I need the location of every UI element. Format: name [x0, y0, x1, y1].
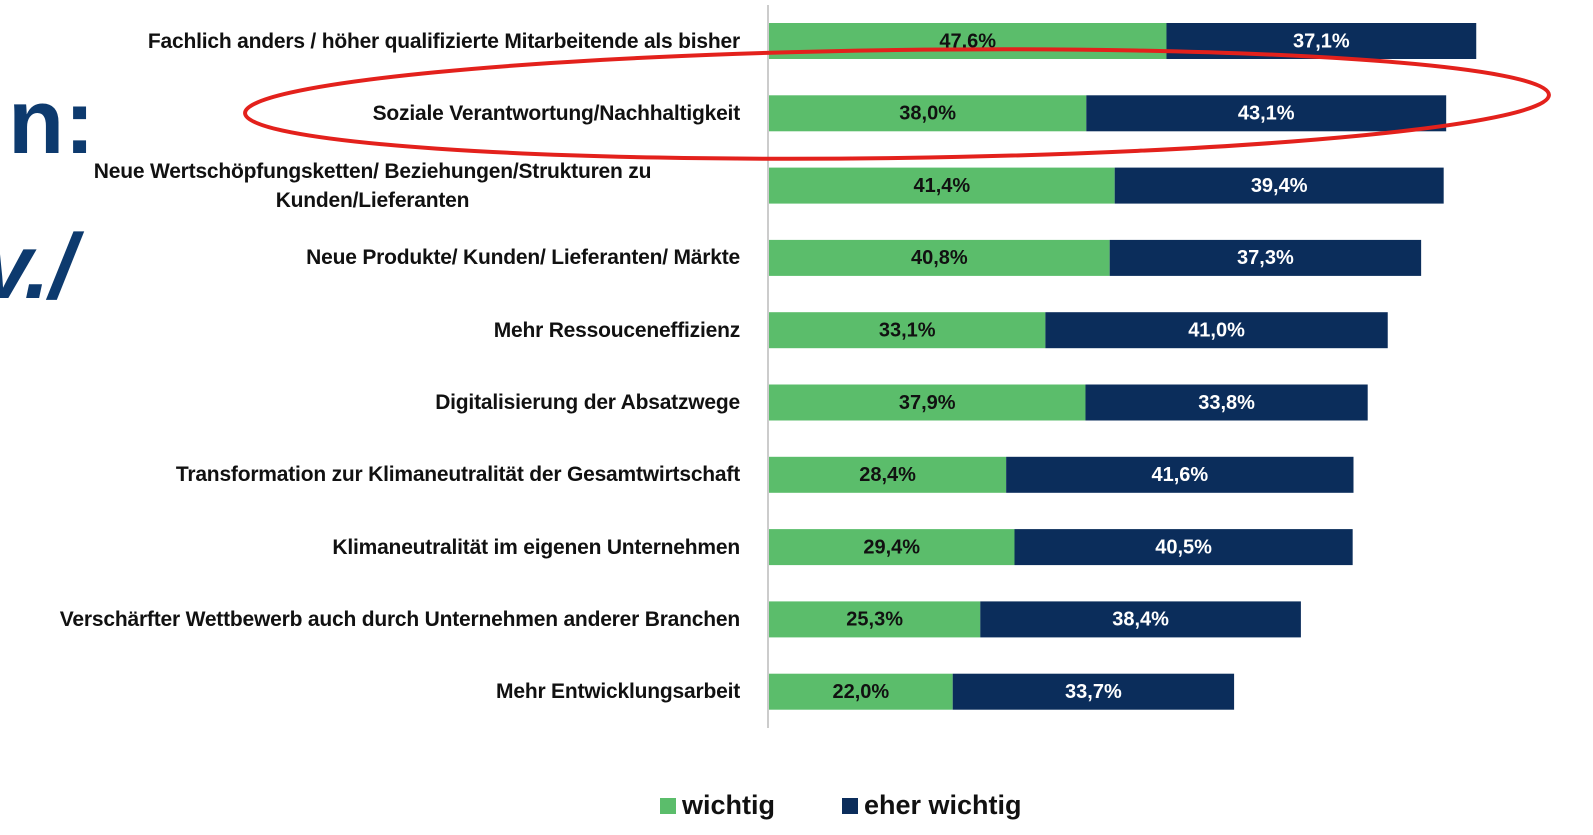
value-label: 40,5%: [1155, 536, 1212, 558]
value-label: 28,4%: [859, 464, 916, 486]
legend-item: wichtig: [660, 790, 775, 821]
bar-segment: [1014, 529, 1353, 566]
category-label: Fachlich anders / höher qualifizierte Mi…: [147, 29, 740, 53]
legend-label: eher wichtig: [864, 790, 1022, 820]
bar-segment: [769, 312, 1046, 349]
value-label: 29,4%: [863, 536, 920, 558]
category-label-box: Fachlich anders / höher qualifizierte Mi…: [0, 5, 740, 77]
bar-segment: [769, 456, 1007, 493]
bar-segment: [980, 601, 1301, 638]
category-label: Verschärfter Wettbewerb auch durch Unter…: [59, 607, 740, 631]
value-label: 33,1%: [879, 319, 936, 341]
category-label: Klimaneutralität im eigenen Unternehmen: [332, 535, 740, 559]
category-label-box: Soziale Verantwortung/Nachhaltigkeit: [0, 77, 741, 149]
bar-segment: [952, 673, 1235, 710]
category-label-box: Digitalisierung der Absatzwege: [0, 367, 740, 439]
legend-swatch: [660, 797, 676, 814]
bar-segment: [769, 239, 1110, 276]
bar-segment: [1114, 167, 1444, 204]
bar-segment: [769, 673, 953, 710]
category-label: Transformation zur Klimaneutralität der …: [175, 463, 740, 487]
value-label: 38,4%: [1112, 609, 1169, 631]
category-label: Neue Produkte/ Kunden/ Lieferanten/ Märk…: [306, 246, 740, 270]
value-label: 37,1%: [1293, 30, 1350, 52]
value-label: 38,0%: [899, 103, 956, 125]
legend-label: wichtig: [682, 790, 775, 820]
value-label: 25,3%: [846, 609, 903, 631]
category-label-box: Neue Produkte/ Kunden/ Lieferanten/ Märk…: [0, 222, 740, 294]
category-label-box: Mehr Entwicklungsarbeit: [0, 656, 740, 728]
bar-segment: [769, 529, 1015, 566]
value-label: 22,0%: [832, 681, 889, 703]
value-label: 33,7%: [1065, 681, 1122, 703]
bar-segment: [769, 384, 1086, 421]
category-label: Soziale Verantwortung/Nachhaltigkeit: [372, 101, 741, 125]
value-label: 40,8%: [911, 247, 968, 269]
value-label: 33,8%: [1198, 392, 1255, 414]
category-label: Mehr Ressouceneffizienz: [493, 318, 740, 342]
bar-segment: [769, 95, 1087, 132]
value-label: 47,6%: [939, 30, 996, 52]
category-label: Digitalisierung der Absatzwege: [435, 391, 740, 414]
bar-segment: [769, 167, 1115, 204]
category-label-box: Verschärfter Wettbewerb auch durch Unter…: [0, 583, 740, 655]
value-label: 41,4%: [913, 175, 970, 197]
value-label: 39,4%: [1251, 175, 1308, 197]
value-label: 37,3%: [1237, 247, 1294, 269]
highlight-ellipse: [243, 47, 1551, 161]
category-label-box: Klimaneutralität im eigenen Unternehmen: [0, 511, 740, 583]
bar-segment: [1006, 456, 1354, 493]
value-label: 41,6%: [1151, 464, 1208, 486]
value-label: 37,9%: [899, 392, 956, 414]
bar-segment: [769, 601, 981, 638]
category-label: Mehr Entwicklungsarbeit: [496, 680, 740, 704]
legend-swatch: [842, 797, 858, 814]
bar-segment: [1085, 384, 1368, 421]
bar-segment: [1086, 95, 1447, 132]
bar-segment: [1109, 239, 1422, 276]
category-label: Neue Wertschöpfungsketten/ Beziehungen/S…: [93, 159, 652, 212]
bar-segment: [1045, 312, 1388, 349]
title-fragment: n:: [8, 71, 95, 173]
legend-item: eher wichtig: [842, 790, 1022, 821]
category-label-box: Transformation zur Klimaneutralität der …: [0, 439, 740, 511]
category-label-box: Neue Wertschöpfungsketten/ Beziehungen/S…: [0, 150, 740, 222]
value-label: 41,0%: [1188, 319, 1245, 341]
value-label: 43,1%: [1238, 103, 1295, 125]
category-label-box: Mehr Ressouceneffizienz: [0, 294, 740, 366]
